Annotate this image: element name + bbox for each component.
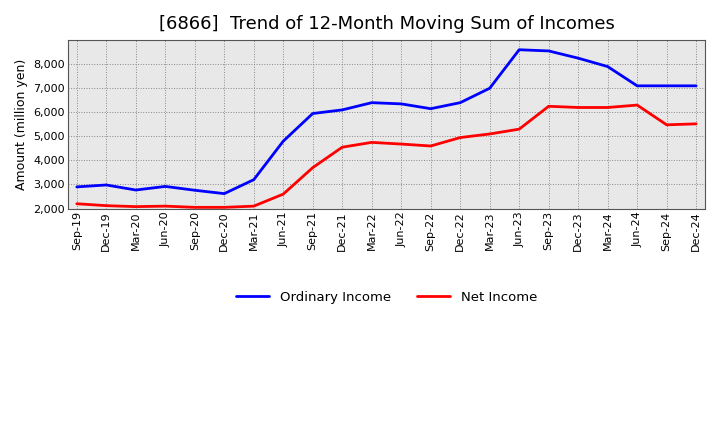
Net Income — [191, 205, 199, 210]
Net Income — [426, 143, 435, 149]
Ordinary Income — [191, 187, 199, 193]
Net Income — [367, 140, 376, 145]
Ordinary Income — [367, 100, 376, 105]
Net Income — [633, 103, 642, 108]
Ordinary Income — [249, 177, 258, 182]
Net Income — [132, 204, 140, 209]
Net Income — [161, 204, 170, 209]
Net Income — [544, 104, 553, 109]
Title: [6866]  Trend of 12-Month Moving Sum of Incomes: [6866] Trend of 12-Month Moving Sum of I… — [158, 15, 614, 33]
Ordinary Income — [603, 64, 612, 69]
Ordinary Income — [220, 191, 228, 196]
Ordinary Income — [161, 184, 170, 189]
Ordinary Income — [485, 86, 494, 91]
Net Income — [515, 127, 523, 132]
Net Income — [279, 191, 287, 197]
Net Income — [338, 145, 346, 150]
Ordinary Income — [132, 187, 140, 193]
Ordinary Income — [544, 48, 553, 54]
Ordinary Income — [397, 101, 405, 106]
Legend: Ordinary Income, Net Income: Ordinary Income, Net Income — [230, 286, 542, 309]
Net Income — [308, 165, 317, 170]
Line: Net Income: Net Income — [77, 105, 696, 207]
Ordinary Income — [308, 111, 317, 116]
Ordinary Income — [515, 47, 523, 52]
Ordinary Income — [73, 184, 81, 190]
Net Income — [603, 105, 612, 110]
Ordinary Income — [456, 100, 464, 105]
Ordinary Income — [662, 83, 671, 88]
Ordinary Income — [426, 106, 435, 111]
Net Income — [485, 131, 494, 136]
Net Income — [456, 135, 464, 140]
Line: Ordinary Income: Ordinary Income — [77, 50, 696, 194]
Ordinary Income — [102, 182, 111, 187]
Y-axis label: Amount (million yen): Amount (million yen) — [15, 59, 28, 190]
Ordinary Income — [692, 83, 701, 88]
Net Income — [73, 201, 81, 206]
Ordinary Income — [633, 83, 642, 88]
Net Income — [662, 122, 671, 128]
Ordinary Income — [338, 107, 346, 113]
Ordinary Income — [574, 55, 582, 61]
Net Income — [102, 203, 111, 208]
Ordinary Income — [279, 139, 287, 144]
Net Income — [249, 204, 258, 209]
Net Income — [574, 105, 582, 110]
Net Income — [220, 205, 228, 210]
Net Income — [397, 141, 405, 147]
Net Income — [692, 121, 701, 126]
